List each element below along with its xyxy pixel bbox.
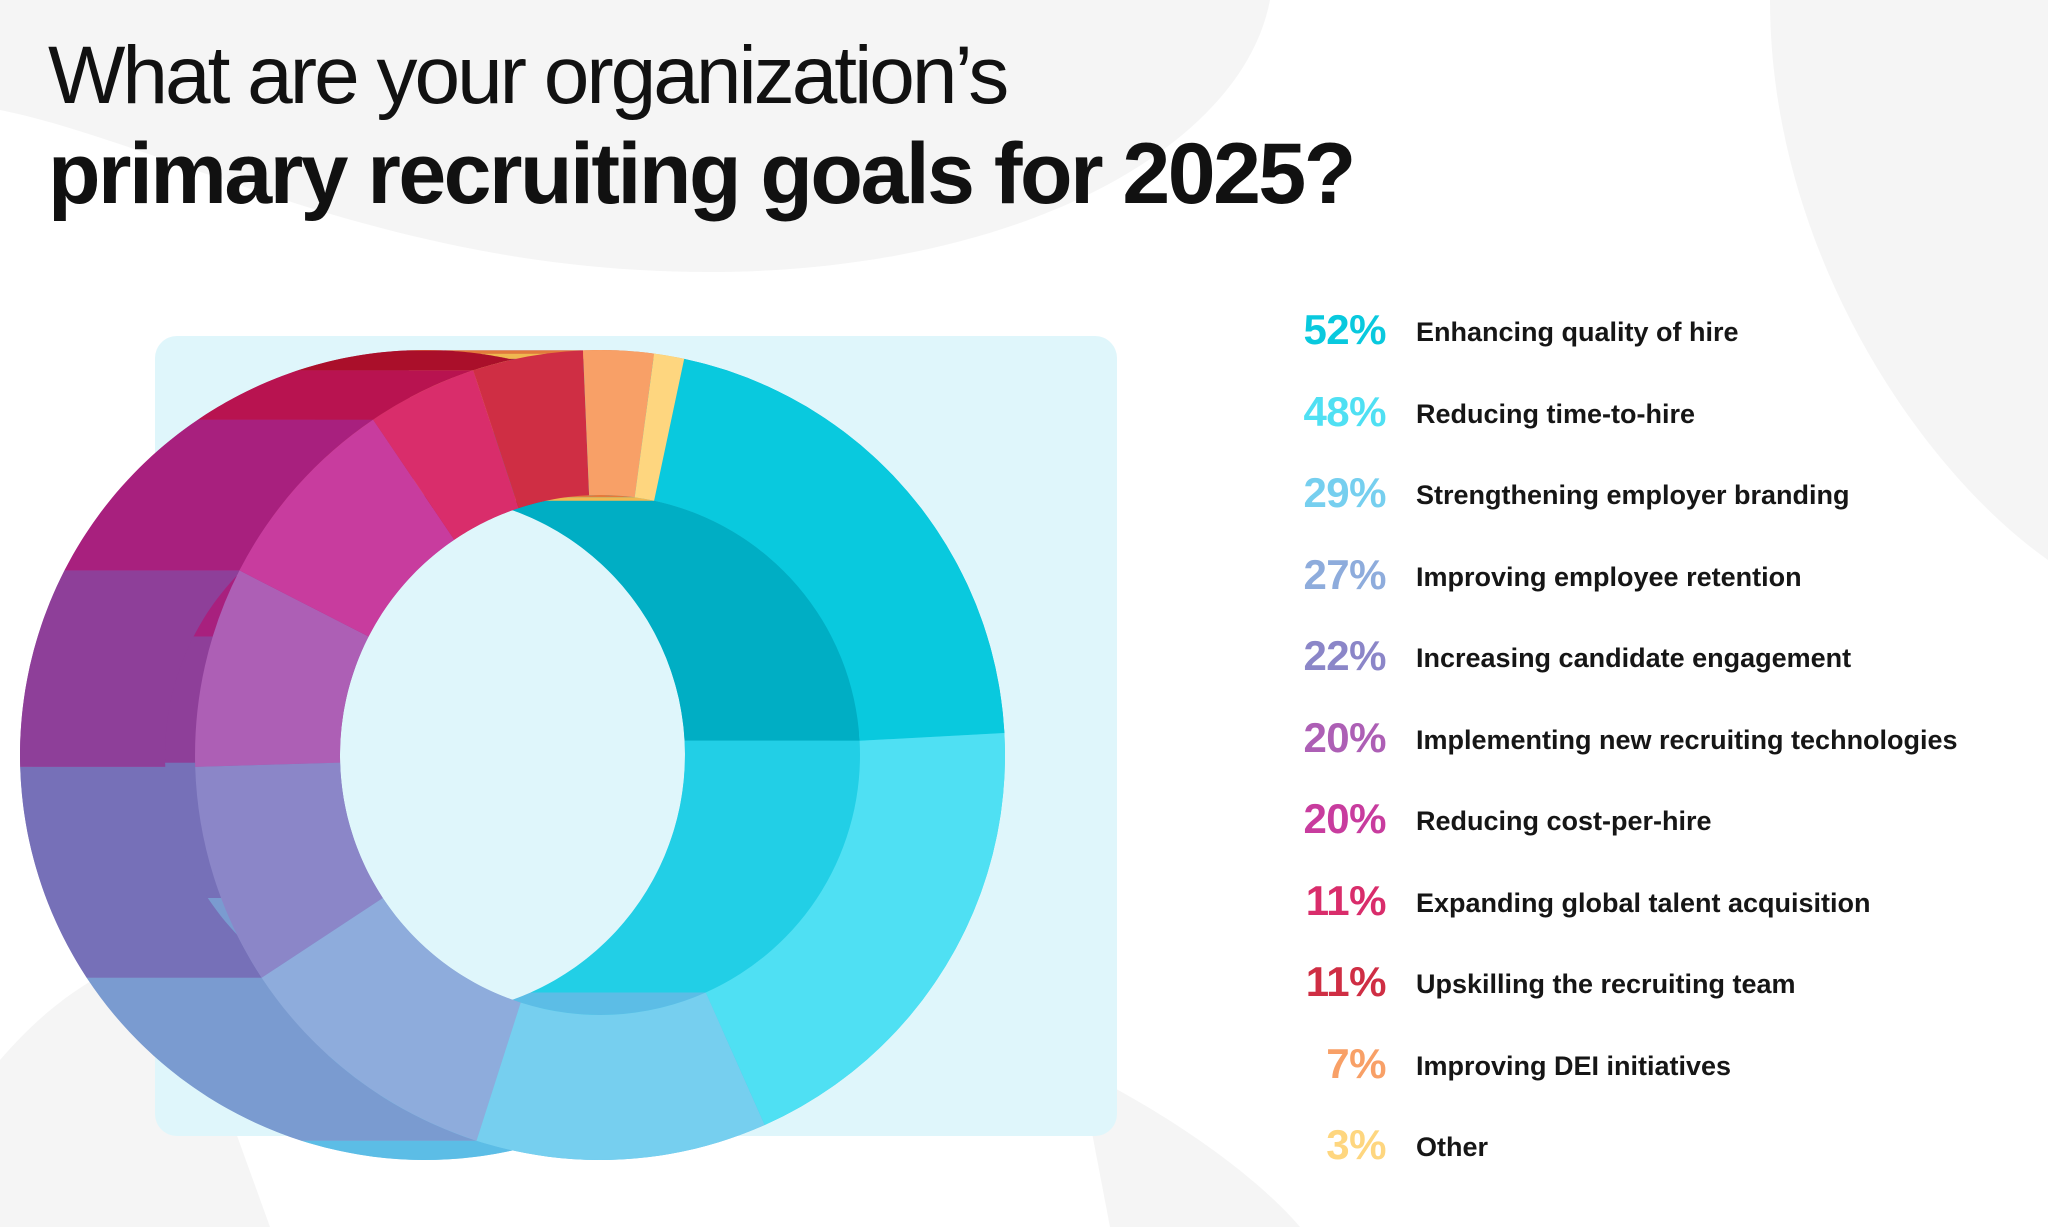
- donut-slice-increasing-candidate-engagement: [195, 762, 383, 978]
- donut-slice-reducing-cost-per-hire: [239, 419, 455, 637]
- legend-item-strengthening-employer-branding: 29% Strengthening employer branding: [1280, 463, 2020, 523]
- donut-slice-improving-employee-retention: [261, 898, 521, 1141]
- legend-label: Improving DEI initiatives: [1416, 1050, 1732, 1081]
- donut-slice-expanding-global-talent-acquisition: [373, 370, 519, 540]
- title-line-1: What are your organization’s: [48, 30, 1009, 121]
- donut-slice-enhancing-quality-of-hire: [654, 358, 1005, 741]
- legend-item-improving-dei-initiatives: 7% Improving DEI initiatives: [1280, 1034, 2020, 1094]
- donut-inner-reducing-time-to-hire: [530, 740, 860, 993]
- background-swoosh-bottom-right: [1080, 1070, 1300, 1227]
- legend-value: 29%: [1303, 469, 1386, 516]
- legend-label: Implementing new recruiting technologies: [1416, 724, 1958, 755]
- donut-slice-other: [634, 353, 685, 501]
- legend-label: Reducing cost-per-hire: [1416, 806, 1712, 836]
- chart-title: What are your organization’s primary rec…: [48, 28, 1356, 224]
- background-swoosh-top: [0, 0, 1270, 273]
- donut-inner-enhancing-quality-of-hire: [479, 500, 860, 741]
- donut-depth-expanding-global-talent-acquisition: [198, 370, 474, 420]
- donut-depth-reducing-cost-per-hire: [64, 419, 374, 571]
- legend-label: Reducing time-to-hire: [1416, 398, 1696, 429]
- legend-label: Increasing candidate engagement: [1416, 643, 1852, 673]
- legend-label: Other: [1416, 1132, 1489, 1162]
- legend-value: 11%: [1305, 876, 1387, 924]
- donut-slice-improving-dei-initiatives: [583, 350, 655, 498]
- legend-item-reducing-time-to-hire: 48% Reducing time-to-hire: [1280, 382, 2020, 442]
- legend-label: Improving employee retention: [1416, 561, 1802, 592]
- title-line-2: primary recruiting goals for 2025?: [48, 126, 1356, 222]
- legend-item-reducing-cost-per-hire: 20% Reducing cost-per-hire: [1280, 789, 2020, 849]
- donut-slice-strengthening-employer-branding: [476, 992, 765, 1160]
- legend-value: 48%: [1303, 387, 1386, 435]
- legend-item-improving-employee-retention: 27% Improving employee retention: [1280, 545, 2020, 605]
- legend-item-increasing-candidate-engagement: 22% Increasing candidate engagement: [1280, 626, 2020, 686]
- legend-item-expanding-global-talent-acquisition: 11% Expanding global talent acquisition: [1280, 871, 2020, 931]
- donut-slice-reducing-time-to-hire: [705, 733, 1005, 1125]
- donut-depth-increasing-candidate-engagement: [20, 766, 262, 978]
- legend-label: Strengthening employer branding: [1416, 480, 1850, 510]
- legend-value: 22%: [1303, 632, 1386, 679]
- legend-item-implementing-new-recruiting-technologies: 20% Implementing new recruiting technolog…: [1280, 708, 2020, 768]
- legend-value: 11%: [1305, 958, 1387, 1005]
- legend-value: 27%: [1303, 550, 1386, 598]
- legend-value: 20%: [1303, 713, 1386, 761]
- legend-item-upskilling-the-recruiting-team: 11% Upskilling the recruiting team: [1280, 952, 2020, 1012]
- legend-label: Enhancing quality of hire: [1416, 317, 1739, 347]
- donut-slice-upskilling-the-recruiting-team: [473, 350, 590, 509]
- legend-value: 52%: [1303, 306, 1386, 353]
- legend-value: 3%: [1326, 1121, 1386, 1168]
- legend-value: 20%: [1303, 795, 1386, 842]
- legend-item-enhancing-quality-of-hire: 52% Enhancing quality of hire: [1280, 300, 2020, 360]
- legend-label: Upskilling the recruiting team: [1416, 969, 1796, 999]
- background-swoosh-bottom-left: [0, 950, 270, 1227]
- donut-face: [195, 350, 1005, 1160]
- legend-value: 7%: [1326, 1039, 1386, 1087]
- donut-depth-improving-employee-retention: [86, 977, 477, 1141]
- legend-label: Expanding global talent acquisition: [1416, 887, 1871, 918]
- legend-item-other: 3% Other: [1280, 1115, 2020, 1175]
- background-swoosh-right: [1770, 0, 2048, 560]
- donut-slice-implementing-new-recruiting-technologies: [195, 570, 369, 767]
